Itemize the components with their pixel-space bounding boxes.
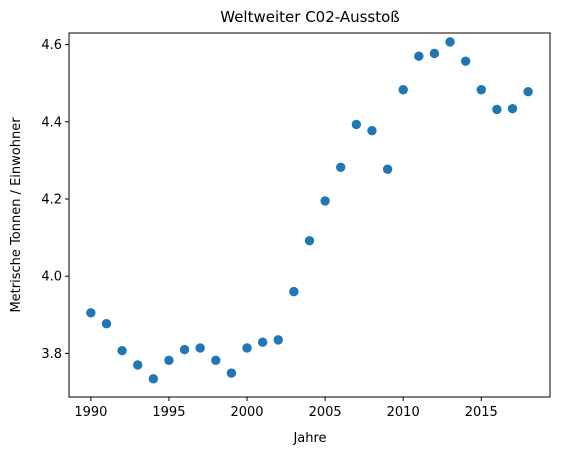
data-point [476, 85, 486, 95]
data-point [398, 85, 408, 95]
data-point [289, 286, 299, 297]
x-axis: 1990 1995 2000 2005 2010 2015 [74, 397, 498, 420]
data-point [179, 344, 190, 355]
y-tick-label: 3.8 [41, 347, 62, 362]
data-point [211, 355, 221, 366]
x-tick-label: 2000 [230, 405, 263, 420]
data-point [117, 345, 127, 356]
data-point [367, 125, 377, 136]
data-point [492, 104, 502, 115]
data-point [195, 343, 205, 353]
data-point [414, 51, 424, 61]
data-point [226, 368, 237, 378]
x-tick-label: 1990 [74, 405, 107, 420]
y-tick-label: 4.6 [41, 38, 62, 53]
data-point [320, 196, 330, 206]
data-point [507, 103, 518, 114]
data-point [336, 162, 346, 173]
data-point [445, 37, 455, 47]
data-point [382, 164, 393, 174]
x-tick-label: 1995 [152, 405, 185, 420]
x-tick-label: 2005 [309, 405, 342, 420]
data-point [523, 86, 533, 97]
data-point [133, 360, 143, 370]
data-point [351, 119, 362, 130]
data-point [273, 335, 283, 345]
data-points [86, 37, 533, 384]
y-axis-title: Metrische Tonnen / Einwohner [9, 117, 24, 313]
data-point [304, 235, 315, 246]
x-tick-label: 2015 [465, 405, 498, 420]
data-point [257, 337, 268, 347]
data-point [101, 318, 112, 329]
y-tick-label: 4.4 [41, 115, 62, 130]
y-tick-label: 4.0 [41, 270, 62, 285]
x-axis-title: Jahre [292, 431, 326, 446]
data-point [242, 343, 252, 353]
x-tick-label: 2010 [387, 405, 420, 420]
data-point [86, 308, 96, 318]
y-axis: 3.8 4.0 4.2 4.4 4.6 [41, 38, 69, 362]
data-point [460, 56, 471, 66]
plot-frame [68, 32, 551, 398]
y-tick-label: 4.2 [41, 192, 62, 207]
data-point [148, 374, 159, 384]
data-point [164, 355, 174, 366]
data-point [429, 48, 440, 59]
chart-title: Weltweiter C02-Ausstoß [220, 8, 400, 26]
